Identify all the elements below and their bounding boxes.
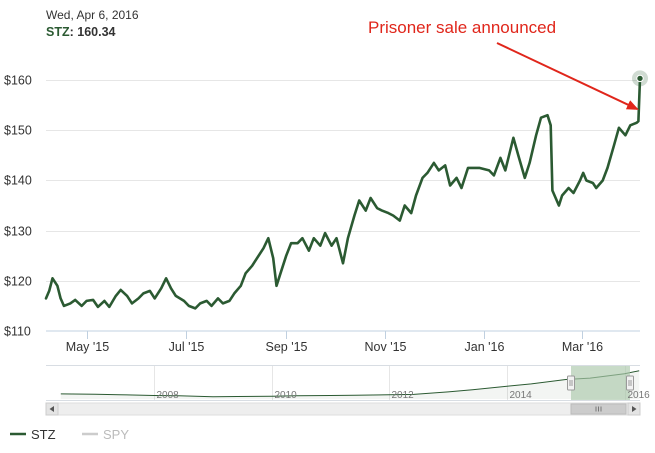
navigator-year-label: 2012 <box>392 390 415 401</box>
scrollbar[interactable] <box>45 402 641 416</box>
navigator-year-label: 2010 <box>275 390 298 401</box>
tooltip-value-line: STZ: 160.34 <box>46 25 116 39</box>
y-tick-label: $110 <box>4 325 31 339</box>
x-tick-label: Sep '15 <box>265 340 307 354</box>
scroll-left-arrow-icon <box>49 406 54 412</box>
legend-label-spy[interactable]: SPY <box>103 427 129 442</box>
navigator[interactable]: 2008 2010 2012 2014 2016 <box>46 365 651 402</box>
y-tick-label: $140 <box>4 174 32 188</box>
tooltip-colon: : <box>70 25 78 39</box>
navigator-year-labels: 2008 2010 2012 2014 2016 <box>157 390 651 401</box>
tooltip: Wed, Apr 6, 2016 STZ: 160.34 <box>46 8 139 39</box>
x-tick-label: May '15 <box>66 340 109 354</box>
y-tick-label: $150 <box>4 124 32 138</box>
stz-price-line <box>44 77 642 310</box>
navigator-year-label: 2016 <box>628 390 651 401</box>
navigator-year-label: 2014 <box>510 390 533 401</box>
x-axis-ticks <box>87 331 583 339</box>
legend-item-stz[interactable]: STZ <box>10 427 56 442</box>
navigator-year-label: 2008 <box>157 390 180 401</box>
navigator-area <box>60 370 640 399</box>
x-axis-labels: May '15 Jul '15 Sep '15 Nov '15 Jan '16 Mar '… <box>66 340 603 354</box>
legend: STZ SPY <box>10 427 129 442</box>
x-tick-label: Jan '16 <box>465 340 505 354</box>
navigator-line <box>60 370 640 398</box>
tooltip-date: Wed, Apr 6, 2016 <box>46 8 139 22</box>
tooltip-symbol: STZ <box>46 25 70 39</box>
hover-point[interactable] <box>636 74 644 83</box>
y-tick-label: $130 <box>4 225 32 239</box>
annotation-arrow <box>496 42 639 110</box>
navigator-selected-range[interactable] <box>571 366 630 400</box>
y-tick-label: $160 <box>4 74 32 88</box>
scroll-right-arrow-icon <box>632 406 637 412</box>
x-tick-label: Nov '15 <box>365 340 407 354</box>
navigator-right-handle[interactable] <box>626 375 634 391</box>
y-axis-labels: $110 $120 $130 $140 $150 $160 <box>4 74 32 339</box>
annotation-label: Prisoner sale announced <box>368 18 556 37</box>
navigator-left-handle-body[interactable] <box>567 375 575 391</box>
grid-lines <box>46 80 640 282</box>
tooltip-value: 160.34 <box>77 25 115 39</box>
legend-label-stz[interactable]: STZ <box>31 427 56 442</box>
x-tick-label: Jul '15 <box>169 340 205 354</box>
navigator-left-handle[interactable] <box>567 375 575 391</box>
x-tick-label: Mar '16 <box>562 340 603 354</box>
legend-item-spy[interactable]: SPY <box>82 427 129 442</box>
navigator-right-handle-body[interactable] <box>626 375 634 391</box>
y-tick-label: $120 <box>4 275 32 289</box>
scrollbar-track[interactable] <box>45 402 641 416</box>
